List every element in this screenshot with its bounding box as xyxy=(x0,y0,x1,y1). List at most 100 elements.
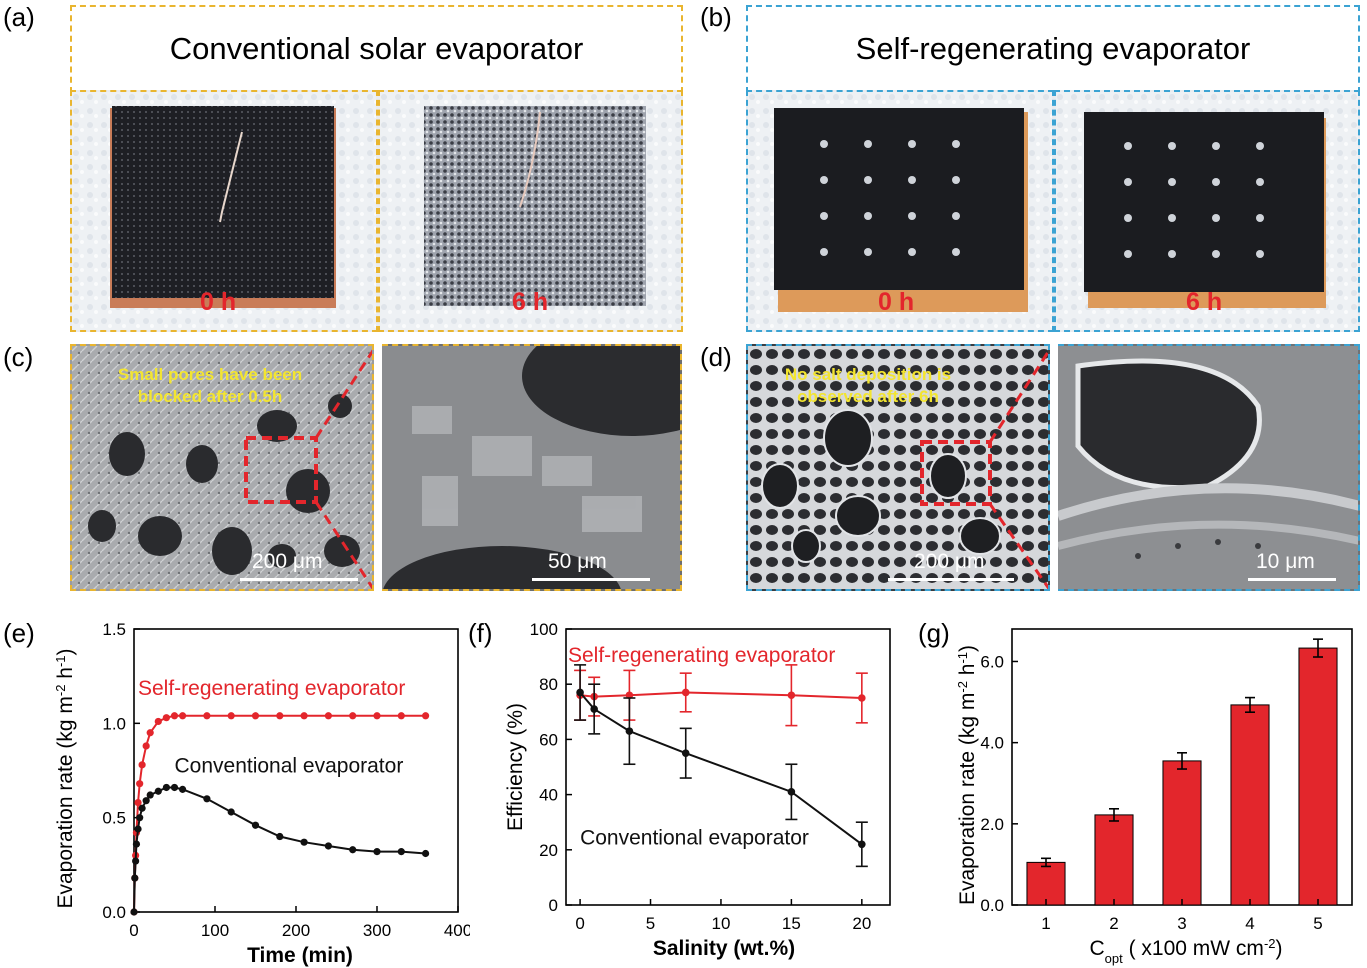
y-tick-label: 4.0 xyxy=(980,734,1004,753)
data-point xyxy=(136,814,144,822)
series-line-1 xyxy=(133,786,426,913)
annotation-pores-blocked: Small pores have been blocked after 0.5h xyxy=(90,364,330,408)
data-point xyxy=(349,846,357,854)
y-tick-label: 0.5 xyxy=(102,809,126,828)
data-point xyxy=(681,749,690,757)
panel-label-b: (b) xyxy=(700,2,732,32)
y-tick-label: 1.0 xyxy=(102,714,126,733)
panel-label-e: (e) xyxy=(3,618,35,648)
scale-text: 200 μm xyxy=(252,550,323,573)
y-axis-label: Efficiency (%) xyxy=(504,703,527,831)
data-point xyxy=(130,908,138,916)
x-tick-label: 200 xyxy=(282,921,310,940)
x-tick-label: 100 xyxy=(201,921,229,940)
data-point xyxy=(681,688,690,697)
scale-text: 50 μm xyxy=(548,550,607,573)
data-point xyxy=(590,705,598,713)
photo-conventional-0h: 0 h xyxy=(70,90,378,332)
data-point xyxy=(373,848,381,856)
bar xyxy=(1094,814,1134,906)
chart-efficiency-salinity: 0 5 10 15 20 0 20 40 60 80 100 Salinity (wt.%) Effic… xyxy=(504,620,891,960)
data-point xyxy=(170,712,179,720)
y-tick-label: 20 xyxy=(539,841,558,860)
data-point xyxy=(132,857,140,865)
data-point xyxy=(625,691,634,700)
data-point xyxy=(251,712,260,720)
time-label-0h: 0 h xyxy=(200,288,237,316)
data-point xyxy=(787,691,796,700)
y-tick-label: 0.0 xyxy=(980,896,1004,915)
data-point xyxy=(324,712,332,720)
y-axis-label: Evaporation rate (kg m-2 h-1) xyxy=(53,648,78,908)
x-tick-label: 0 xyxy=(129,921,138,940)
scale-bar xyxy=(240,578,358,581)
data-point xyxy=(397,712,405,720)
panel-label-f: (f) xyxy=(468,618,493,648)
data-point xyxy=(422,712,430,720)
data-point xyxy=(300,838,308,846)
data-point xyxy=(138,761,146,769)
x-tick-label: 1 xyxy=(1041,914,1050,933)
x-tick-label: 5 xyxy=(646,914,655,933)
series-line-0 xyxy=(579,691,862,699)
data-point xyxy=(324,842,332,850)
data-point xyxy=(227,712,235,720)
annotation-line2: blocked after 0.5h xyxy=(137,387,283,406)
panel-label-a: (a) xyxy=(3,2,35,32)
x-tick-label: 3 xyxy=(1177,914,1186,933)
panel-b-title: Self-regenerating evaporator xyxy=(746,5,1360,93)
panel-label-d: (d) xyxy=(700,342,732,372)
annotation-line1: Small pores have been xyxy=(117,365,303,384)
data-point xyxy=(146,791,154,799)
y-tick-label: 0.0 xyxy=(102,903,126,922)
data-point xyxy=(170,783,179,792)
data-point xyxy=(397,848,405,856)
bar xyxy=(1026,861,1066,906)
data-point xyxy=(154,717,162,726)
data-point xyxy=(162,714,170,722)
data-point xyxy=(142,797,150,805)
sem-selfregen-high-mag: 10 μm xyxy=(1058,344,1360,591)
scale-bar xyxy=(532,578,650,581)
annotation-line1: No salt deposition is xyxy=(784,365,952,384)
x-tick-label: 5 xyxy=(1313,914,1322,933)
chart-evaporation-rate-time: 0 100 200 300 400 0.0 0.5 1.0 1.5 Time (min) Evapo… xyxy=(53,620,471,967)
photo-selfregen-6h: 6 h xyxy=(1054,90,1360,332)
scale-bar xyxy=(888,578,1014,581)
y-axis-label: Evaporation rate (kg m-2 h-1) xyxy=(955,645,980,905)
x-tick-label: 300 xyxy=(363,921,391,940)
x-tick-label: 15 xyxy=(782,914,801,933)
y-tick-label: 40 xyxy=(539,786,558,805)
panel-label-c: (c) xyxy=(3,342,34,372)
data-point xyxy=(576,688,584,697)
data-point xyxy=(146,729,154,737)
data-point xyxy=(162,783,170,792)
series-line-0 xyxy=(133,714,426,913)
chart-evaporation-rate-concentration: 0.0 2.0 4.0 6.0 1 2 3 4 5 Copt ( x100 mW cm-2) Eva… xyxy=(955,628,1353,966)
series-line-1 xyxy=(579,691,863,846)
time-label-0h-b: 0 h xyxy=(878,288,915,316)
y-tick-label: 60 xyxy=(539,730,558,749)
time-label-6h: 6 h xyxy=(512,288,549,316)
panel-a-title: Conventional solar evaporator xyxy=(70,5,683,93)
data-point xyxy=(134,798,142,807)
x-tick-label: 400 xyxy=(444,921,470,940)
data-point xyxy=(138,804,146,812)
legend-label-series-1: Conventional evaporator xyxy=(175,754,404,777)
bar xyxy=(1162,760,1202,906)
data-point xyxy=(227,808,235,816)
legend-label-series-0: Self-regenerating evaporator xyxy=(138,677,405,700)
data-point xyxy=(203,795,211,803)
time-label-6h-b: 6 h xyxy=(1186,288,1223,316)
legend-label-series-1: Conventional evaporator xyxy=(580,826,809,849)
x-tick-label: 2 xyxy=(1109,914,1118,933)
data-point xyxy=(203,712,211,720)
plot-frame xyxy=(565,628,891,906)
data-point xyxy=(154,787,162,795)
y-tick-label: 100 xyxy=(530,620,558,639)
data-point xyxy=(134,825,142,833)
y-tick-label: 80 xyxy=(539,675,558,694)
data-point xyxy=(858,694,866,702)
sem-selfregen-low-mag: No salt deposition is observed after 6h … xyxy=(746,344,1050,591)
data-point xyxy=(349,712,357,720)
